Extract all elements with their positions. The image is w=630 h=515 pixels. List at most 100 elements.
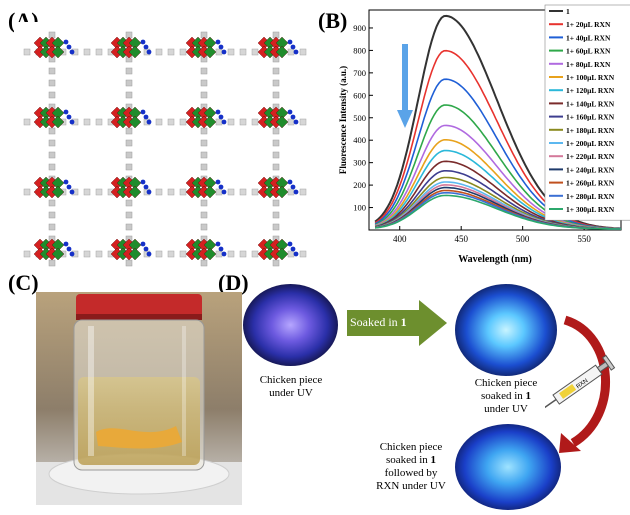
y-tick-label: 300 [353, 158, 366, 168]
y-tick-label: 500 [353, 113, 366, 123]
linker [95, 118, 103, 126]
y-tick-label: 900 [353, 23, 366, 33]
legend-entry: 1+ 300μL RXN [566, 205, 615, 214]
linker [23, 250, 31, 258]
linker [95, 250, 103, 258]
linker [125, 91, 133, 99]
mof-structure-image [14, 22, 314, 274]
linker [48, 211, 56, 219]
linker [179, 118, 187, 126]
dish-soaked-photo [455, 284, 557, 376]
metal-node [185, 36, 227, 59]
caption-soaked: Chicken piece soaked in 1 under UV [450, 377, 562, 416]
caption-rxn-line-1: Chicken piece [379, 441, 443, 453]
soak-arrow-label: Soaked in 1 [350, 316, 430, 329]
linker [251, 118, 259, 126]
linker [200, 199, 208, 207]
y-tick-label: 400 [353, 135, 366, 145]
linker [48, 91, 56, 99]
linker [48, 199, 56, 207]
linker [272, 211, 280, 219]
linker [155, 250, 163, 258]
x-tick-label: 550 [577, 234, 591, 244]
legend-entry: 1+ 100μL RXN [566, 73, 615, 82]
syringe-icon: RXN [545, 354, 616, 409]
soak-arrow-text: Soaked in [350, 315, 401, 329]
caption-rxn-line-3: followed by [384, 467, 438, 479]
linker [200, 259, 208, 267]
linker [251, 250, 259, 258]
linker [200, 163, 208, 171]
linker [23, 48, 31, 56]
linker [125, 259, 133, 267]
linker [299, 250, 307, 258]
linker [272, 199, 280, 207]
caption-uv-line-1: Chicken piece [259, 374, 323, 386]
linker [272, 79, 280, 87]
metal-node [185, 238, 227, 261]
linker [251, 188, 259, 196]
linker [200, 67, 208, 75]
panel-c-label: (C) [8, 270, 39, 295]
linker [227, 48, 235, 56]
y-axis-label: Fluorescence Intensity (a.u.) [338, 66, 348, 174]
linker [125, 79, 133, 87]
linker [48, 151, 56, 159]
linker [272, 151, 280, 159]
linker [155, 188, 163, 196]
linker [299, 188, 307, 196]
metal-node [257, 238, 299, 261]
legend-box [544, 4, 630, 221]
x-tick-label: 500 [516, 234, 530, 244]
linker [200, 223, 208, 231]
metal-node [185, 106, 227, 129]
legend-entry: 1+ 120μL RXN [566, 86, 615, 95]
legend-entry: 1+ 280μL RXN [566, 192, 615, 201]
linker [48, 67, 56, 75]
linker [299, 48, 307, 56]
linker [125, 223, 133, 231]
linker [239, 48, 247, 56]
x-axis-label: Wavelength (nm) [458, 254, 532, 265]
y-tick-label: 700 [353, 68, 366, 78]
linker [287, 250, 295, 258]
linker [167, 250, 175, 258]
linker [272, 139, 280, 147]
linker [48, 223, 56, 231]
y-tick-label: 100 [353, 203, 366, 213]
linker [251, 48, 259, 56]
y-tick-label: 600 [353, 90, 366, 100]
caption-soaked-line-3: under UV [484, 403, 528, 415]
legend-entry: 1+ 60μL RXN [566, 47, 611, 56]
metal-node [33, 36, 75, 59]
caption-soaked-line-1: Chicken piece [474, 377, 538, 389]
linker [215, 250, 223, 258]
linker [287, 48, 295, 56]
decrease-arrow-icon [397, 44, 413, 128]
linker [48, 127, 56, 135]
legend-entry: 1+ 20μL RXN [566, 20, 611, 29]
linker [83, 118, 91, 126]
linker [48, 79, 56, 87]
linker [48, 139, 56, 147]
x-tick-label: 450 [454, 234, 468, 244]
metal-node [33, 106, 75, 129]
soak-arrow-compound: 1 [400, 315, 407, 329]
linker [239, 250, 247, 258]
linker [272, 127, 280, 135]
legend-entry: 1+ 80μL RXN [566, 60, 611, 69]
metal-node [110, 106, 152, 129]
legend-entry: 1+ 40μL RXN [566, 33, 611, 42]
linker [299, 118, 307, 126]
linker [227, 188, 235, 196]
linker [125, 163, 133, 171]
caption-soaked-compound: 1 [525, 390, 532, 402]
legend-entry: 1+ 180μL RXN [566, 126, 615, 135]
linker [125, 199, 133, 207]
metal-node [110, 238, 152, 261]
metal-node [185, 176, 227, 199]
caption-soaked-line-2: soaked in [480, 390, 526, 402]
linker [23, 118, 31, 126]
linker [239, 188, 247, 196]
linker [272, 91, 280, 99]
